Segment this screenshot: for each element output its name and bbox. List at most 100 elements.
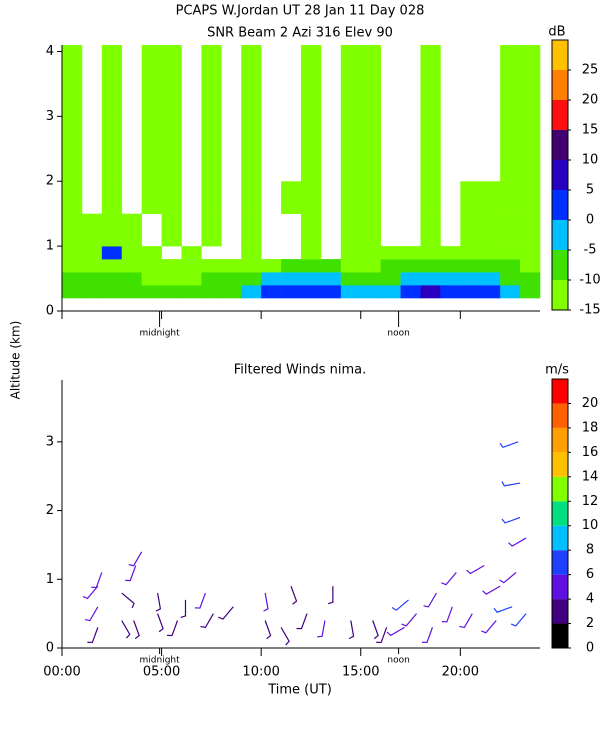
heatmap-cell [500, 45, 521, 117]
heatmap-cell [241, 45, 262, 117]
heatmap-cell [241, 181, 262, 214]
heatmap-cell [400, 285, 421, 299]
heatmap-cell [161, 213, 182, 247]
wind-barb [493, 606, 513, 613]
wind-barb [466, 565, 485, 575]
heatmap-cell [480, 246, 501, 260]
heatmap-cell [101, 285, 123, 299]
heatmap-cell [121, 246, 142, 260]
colorbar-segment [552, 40, 568, 70]
heatmap-cell [460, 181, 481, 214]
heatmap-cell [181, 272, 202, 286]
heatmap-cell [281, 181, 302, 214]
wind-barb [121, 620, 131, 639]
wind-barb [167, 620, 179, 637]
wind-barb [499, 441, 519, 449]
heatmap-cell [62, 116, 83, 182]
wind-barb [501, 481, 521, 487]
heatmap-cell [480, 213, 501, 247]
heatmap-cell [420, 116, 441, 182]
heatmap-cell [241, 272, 262, 286]
heatmap-cell [181, 285, 202, 299]
wind-barb [125, 565, 137, 582]
heatmap-cell [480, 272, 501, 286]
heatmap-cell [520, 116, 541, 182]
heatmap-cell [62, 246, 83, 260]
heatmap-cell [221, 259, 242, 273]
colorbar-tick-label: 16 [582, 445, 599, 460]
heatmap-cell [400, 272, 421, 286]
heatmap-cell [340, 116, 362, 182]
heatmap-cell [520, 181, 541, 214]
wind-barb [482, 585, 501, 595]
heatmap-cell [201, 45, 222, 117]
wind-barb [84, 606, 99, 622]
heatmap-cell [380, 259, 401, 273]
colorbar-segment [552, 379, 568, 404]
colorbar-tick-label: 4 [586, 592, 594, 607]
heatmap-cell [221, 272, 242, 286]
wind-barb [155, 592, 162, 612]
annotation: noon [387, 656, 409, 666]
heatmap-cell [281, 272, 302, 286]
colorbar-tick-label: 5 [586, 183, 594, 198]
heatmap-cell [141, 272, 162, 286]
wind-barb [372, 620, 379, 640]
heatmap-cell [360, 116, 381, 182]
heatmap-cell [201, 259, 222, 273]
wind-barb [481, 620, 497, 634]
y-tick-label: 0 [46, 641, 54, 656]
colorbar-segment [552, 220, 568, 250]
colorbar-tick-label: 25 [582, 63, 599, 78]
heatmap-cell [500, 285, 521, 299]
heatmap-cell [181, 259, 202, 273]
wind-barb [499, 571, 517, 584]
x-tick-label: 15:00 [342, 665, 379, 680]
y-tick-label: 2 [46, 503, 54, 518]
y-axis-label: Altitude (km) [9, 321, 23, 400]
heatmap-cell [460, 246, 481, 260]
heatmap-cell [141, 285, 162, 299]
heatmap-cell [420, 259, 441, 273]
colorbar-tick-label: -10 [579, 273, 600, 288]
heatmap-cell [301, 285, 322, 299]
colorbar-segment [552, 452, 568, 477]
heatmap-cell [62, 272, 83, 286]
heatmap-cell [62, 285, 83, 299]
wind-barb [180, 599, 187, 619]
heatmap-cell [121, 259, 142, 273]
heatmap-cell [161, 272, 182, 286]
wind-barb [91, 572, 103, 589]
chart-title: PCAPS W.Jordan UT 28 Jan 11 Day 028 [176, 4, 425, 19]
heatmap-cell [360, 259, 381, 273]
heatmap-cell [520, 259, 541, 273]
wind-barb [376, 627, 388, 644]
heatmap-cell [201, 285, 222, 299]
heatmap-cell [320, 259, 342, 273]
heatmap-cell [360, 272, 381, 286]
wind-barb [391, 599, 409, 611]
heatmap-cell [161, 285, 182, 299]
heatmap-cell [520, 246, 541, 260]
wind-barb [348, 620, 355, 640]
colorbar-segment [552, 550, 568, 575]
wind-barb [510, 613, 527, 627]
colorbar-segment [552, 100, 568, 130]
heatmap-cell [520, 272, 541, 286]
y-tick-label: 1 [46, 572, 54, 587]
heatmap-cell [420, 181, 441, 214]
wind-barb [327, 586, 334, 605]
wind-barb [296, 613, 308, 630]
colorbar-segment [552, 599, 568, 624]
colorbar-segment [552, 280, 568, 310]
heatmap-cell [340, 181, 362, 214]
wind-barb [157, 613, 164, 633]
heatmap-cell [121, 285, 142, 299]
heatmap-cell [201, 181, 222, 214]
heatmap-cell [121, 213, 142, 247]
heatmap-cell [141, 181, 162, 214]
y-tick-label: 0 [46, 304, 54, 319]
heatmap-cell [340, 272, 362, 286]
wind-barb [280, 627, 290, 646]
wind-barb [401, 613, 417, 627]
